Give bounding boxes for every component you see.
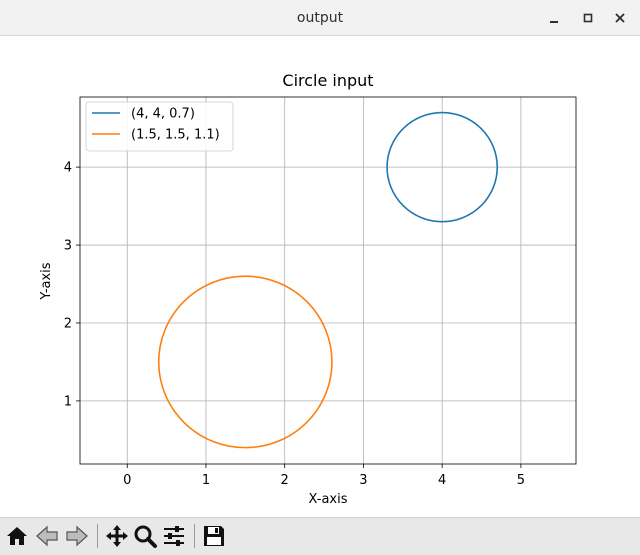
- toolbar-separator: [97, 524, 98, 548]
- tick-layer: 0 1 2 3 4 5 1 2 3 4: [64, 161, 525, 488]
- legend-label-2: (1.5, 1.5, 1.1): [131, 128, 220, 143]
- y-tick-label: 3: [64, 239, 72, 254]
- legend-box: [85, 101, 234, 152]
- x-tick-label: 1: [202, 473, 210, 488]
- axes-frame: [79, 96, 577, 465]
- window-titlebar: output: [0, 0, 640, 36]
- maximize-button[interactable]: [578, 8, 598, 28]
- circle-series-1: [386, 111, 499, 223]
- arrow-right-icon: [66, 525, 88, 547]
- home-button[interactable]: [3, 522, 31, 550]
- zoom-button[interactable]: [131, 522, 159, 550]
- chart-canvas[interactable]: 0 1 2 3 4 5 1 2 3 4 Circle input X-axis Y-axis (4…: [0, 36, 640, 517]
- navigation-toolbar: [0, 517, 640, 555]
- minimize-icon: [550, 21, 558, 23]
- x-tick-label: 3: [359, 473, 367, 488]
- maximize-icon: [583, 13, 593, 23]
- x-tick-label: 5: [517, 473, 525, 488]
- arrow-left-icon: [36, 525, 58, 547]
- plot-area: 0 1 2 3 4 5 1 2 3 4 Circle input X-axis Y-axis (4…: [0, 36, 640, 517]
- y-tick-label: 1: [64, 394, 72, 409]
- series-layer: [157, 111, 499, 449]
- pan-button[interactable]: [103, 522, 131, 550]
- y-tick-label: 2: [64, 316, 72, 331]
- y-axis-label: Y-axis: [39, 262, 54, 300]
- back-button[interactable]: [33, 522, 61, 550]
- move-icon: [106, 525, 128, 547]
- window-title: output: [296, 10, 344, 26]
- chart-title: Circle input: [282, 71, 373, 90]
- close-icon: [615, 13, 625, 23]
- close-button[interactable]: [610, 8, 630, 28]
- minimize-button[interactable]: [544, 8, 564, 28]
- magnifier-icon: [134, 525, 157, 548]
- circle-series-2: [157, 275, 333, 449]
- home-icon: [7, 527, 27, 545]
- configure-subplots-button[interactable]: [160, 522, 188, 550]
- y-tick-label: 4: [64, 161, 72, 176]
- floppy-disk-icon: [204, 526, 224, 546]
- x-tick-label: 2: [281, 473, 289, 488]
- legend-label-1: (4, 4, 0.7): [131, 107, 195, 122]
- x-tick-label: 0: [123, 473, 131, 488]
- x-tick-label: 4: [438, 473, 446, 488]
- sliders-icon: [164, 526, 184, 546]
- toolbar-separator: [194, 524, 195, 548]
- forward-button[interactable]: [63, 522, 91, 550]
- legend: (4, 4, 0.7) (1.5, 1.5, 1.1): [85, 101, 234, 152]
- x-axis-label: X-axis: [309, 492, 348, 507]
- grid-lines: [80, 97, 576, 464]
- save-button[interactable]: [200, 522, 228, 550]
